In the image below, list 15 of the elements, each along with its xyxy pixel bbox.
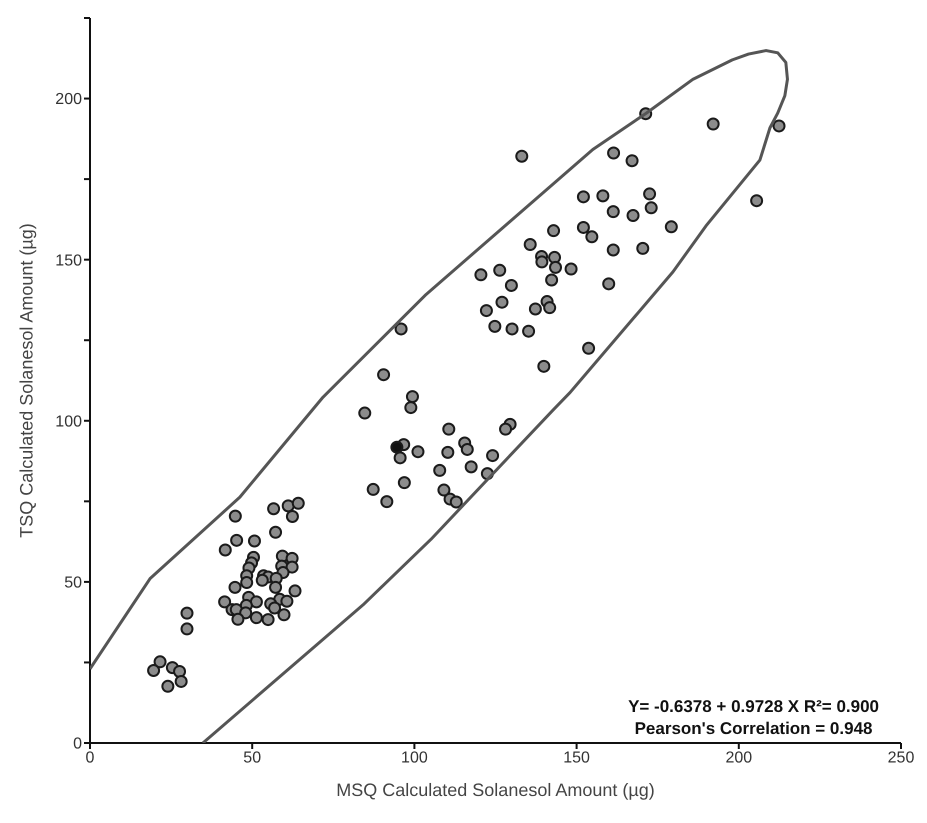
x-tick-label: 200 (725, 749, 752, 766)
y-tick-label: 50 (64, 574, 82, 592)
y-tick-label: 100 (55, 413, 82, 430)
x-tick-label: 0 (86, 749, 95, 766)
y-tick-label: 0 (73, 736, 82, 753)
x-axis-title: MSQ Calculated Solanesol Amount (µg) (336, 780, 655, 800)
y-tick-label: 200 (55, 91, 82, 108)
x-tick-label: 150 (563, 749, 590, 766)
annotation: Pearson's Correlation = 0.948 (634, 718, 874, 740)
x-tick-label: 250 (888, 749, 914, 766)
annotation: Y= -0.6378 + 0.9728 X R²= 0.900 (628, 696, 879, 718)
y-axis-title: TSQ Calculated Solanesol Amount (µg) (16, 223, 36, 538)
x-tick-label: 100 (401, 749, 428, 766)
x-tick-label: 50 (243, 749, 262, 766)
y-tick-label: 150 (55, 252, 82, 270)
